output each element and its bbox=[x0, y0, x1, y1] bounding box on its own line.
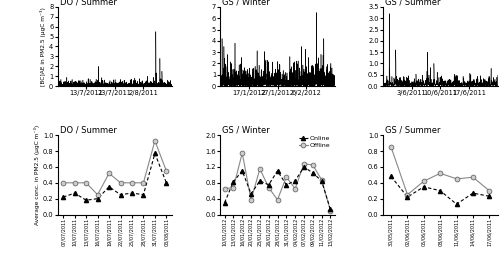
Y-axis label: Average conc. in PM2.5 (μgC m⁻³): Average conc. in PM2.5 (μgC m⁻³) bbox=[34, 125, 40, 225]
Text: GS / Winter: GS / Winter bbox=[222, 125, 270, 134]
Text: GS / Summer: GS / Summer bbox=[385, 125, 440, 134]
Text: DO / Summer: DO / Summer bbox=[60, 0, 116, 6]
Legend: Online, Offline: Online, Offline bbox=[298, 134, 332, 150]
Text: DO / Summer: DO / Summer bbox=[60, 125, 116, 134]
Text: GS / Winter: GS / Winter bbox=[222, 0, 270, 6]
Text: GS / Summer: GS / Summer bbox=[385, 0, 440, 6]
Y-axis label: [BC]AE in PM2.5 (μgC m⁻³): [BC]AE in PM2.5 (μgC m⁻³) bbox=[40, 7, 46, 86]
